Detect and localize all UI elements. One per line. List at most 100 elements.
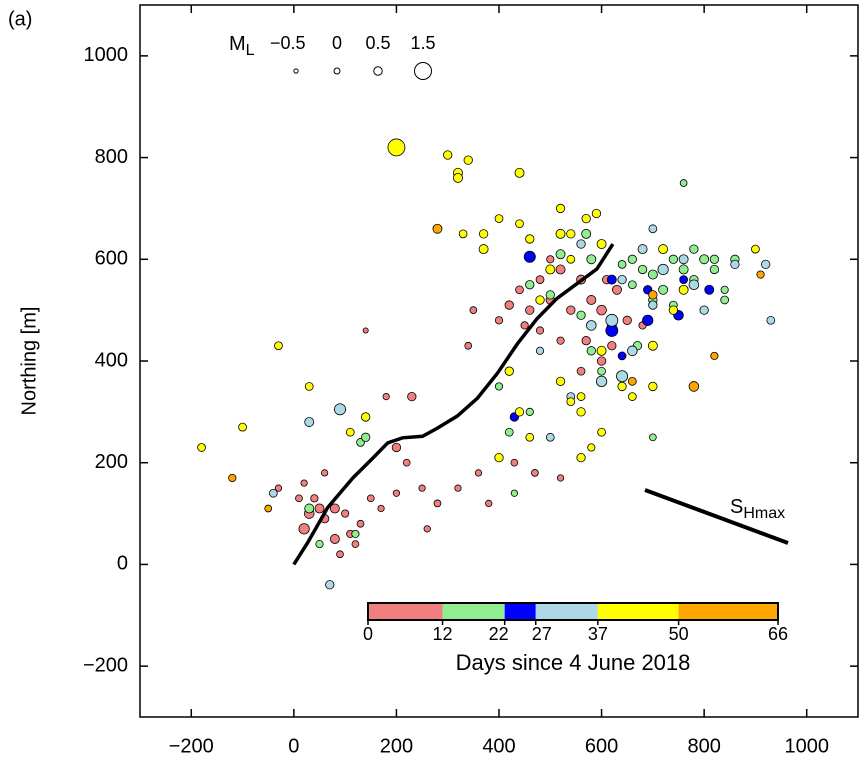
event-point: [688, 279, 700, 290]
event-point: [591, 208, 602, 219]
y-tick-label: 400: [95, 349, 128, 371]
colorbar-segment: [442, 603, 505, 620]
event-point: [688, 381, 700, 392]
event-point: [616, 370, 629, 383]
event-point: [756, 270, 765, 279]
event-point: [761, 259, 771, 270]
event-point: [606, 274, 617, 285]
x-tick-label: 0: [288, 735, 299, 757]
x-tick-label: 600: [585, 735, 618, 757]
event-point: [596, 304, 607, 316]
colorbar-tick-label: 27: [532, 624, 552, 644]
event-point: [515, 285, 524, 295]
event-point: [295, 494, 303, 503]
event-point: [766, 315, 776, 325]
event-point: [556, 336, 565, 345]
event-point: [657, 263, 669, 276]
event-point: [382, 392, 390, 401]
event-point: [523, 250, 536, 263]
event-point: [627, 376, 637, 386]
event-point: [478, 229, 489, 239]
subscript: Hmax: [743, 505, 785, 522]
event-point: [433, 499, 442, 508]
event-point: [377, 504, 385, 513]
event-point: [642, 314, 654, 326]
event-point: [581, 336, 591, 346]
event-point: [596, 239, 607, 249]
event-point: [418, 484, 426, 492]
event-point: [351, 540, 360, 548]
event-point: [545, 290, 555, 300]
symbol: S: [730, 496, 743, 518]
event-point: [443, 150, 453, 160]
magnitude-symbol: [373, 66, 383, 76]
event-point: [329, 503, 340, 514]
colorbar-tick-label: 0: [363, 624, 373, 644]
event-point: [504, 366, 514, 376]
event-point: [622, 315, 632, 325]
x-tick-label: 400: [482, 735, 515, 757]
colorbar-frame: [367, 602, 779, 621]
event-point: [699, 254, 710, 265]
event-point: [520, 321, 529, 330]
event-point: [709, 254, 720, 264]
y-tick-label: 200: [95, 451, 128, 473]
event-point: [535, 295, 545, 305]
event-point: [556, 474, 565, 482]
event-point: [546, 255, 555, 264]
event-point: [197, 443, 206, 452]
event-point: [751, 244, 760, 254]
event-point: [720, 285, 729, 294]
subscript: L: [246, 42, 255, 59]
event-point: [648, 381, 658, 392]
event-point: [596, 345, 607, 356]
event-point: [478, 244, 489, 255]
shmax-arrow: [644, 488, 789, 545]
magnitude-label: −0.5: [270, 33, 306, 53]
event-point: [587, 443, 596, 452]
event-point: [581, 213, 591, 224]
event-point: [627, 345, 638, 357]
event-point: [555, 249, 566, 260]
event-point: [586, 254, 597, 265]
event-point: [321, 469, 329, 477]
event-point: [423, 525, 431, 533]
event-point: [314, 503, 325, 514]
colorbar-tick-label: 12: [433, 624, 453, 644]
y-tick-label: 1000: [84, 44, 129, 66]
event-point: [361, 432, 371, 442]
event-point: [617, 351, 627, 361]
event-point: [535, 326, 545, 335]
event-point: [304, 382, 314, 391]
event-point: [268, 488, 278, 498]
event-point: [304, 417, 315, 427]
event-point: [238, 422, 247, 432]
event-point: [566, 254, 576, 264]
event-point: [351, 529, 360, 539]
event-point: [617, 381, 627, 392]
event-point: [668, 254, 679, 264]
panel-label: (a): [8, 8, 32, 30]
event-point: [678, 284, 689, 295]
event-point: [597, 366, 606, 376]
y-tick-label: −200: [83, 654, 128, 676]
event-point: [310, 494, 319, 503]
event-point: [392, 489, 401, 497]
colorbar-segment: [368, 603, 443, 620]
event-point: [576, 392, 586, 401]
event-point: [464, 341, 473, 350]
event-point: [362, 327, 369, 334]
event-point: [648, 290, 658, 300]
event-point: [555, 264, 566, 275]
event-point: [535, 346, 545, 355]
event-point: [407, 391, 417, 402]
event-point: [494, 214, 504, 223]
event-point: [515, 219, 524, 229]
event-point: [612, 284, 622, 295]
event-point: [463, 155, 473, 165]
x-tick-label: 200: [380, 735, 413, 757]
magnitude-symbol: [414, 62, 432, 80]
magnitude-symbol: [293, 68, 299, 74]
magnitude-legend-title: ML: [229, 33, 255, 59]
